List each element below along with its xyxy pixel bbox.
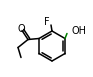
- Text: OH: OH: [72, 25, 87, 35]
- Text: O: O: [17, 23, 25, 33]
- Text: F: F: [44, 17, 50, 27]
